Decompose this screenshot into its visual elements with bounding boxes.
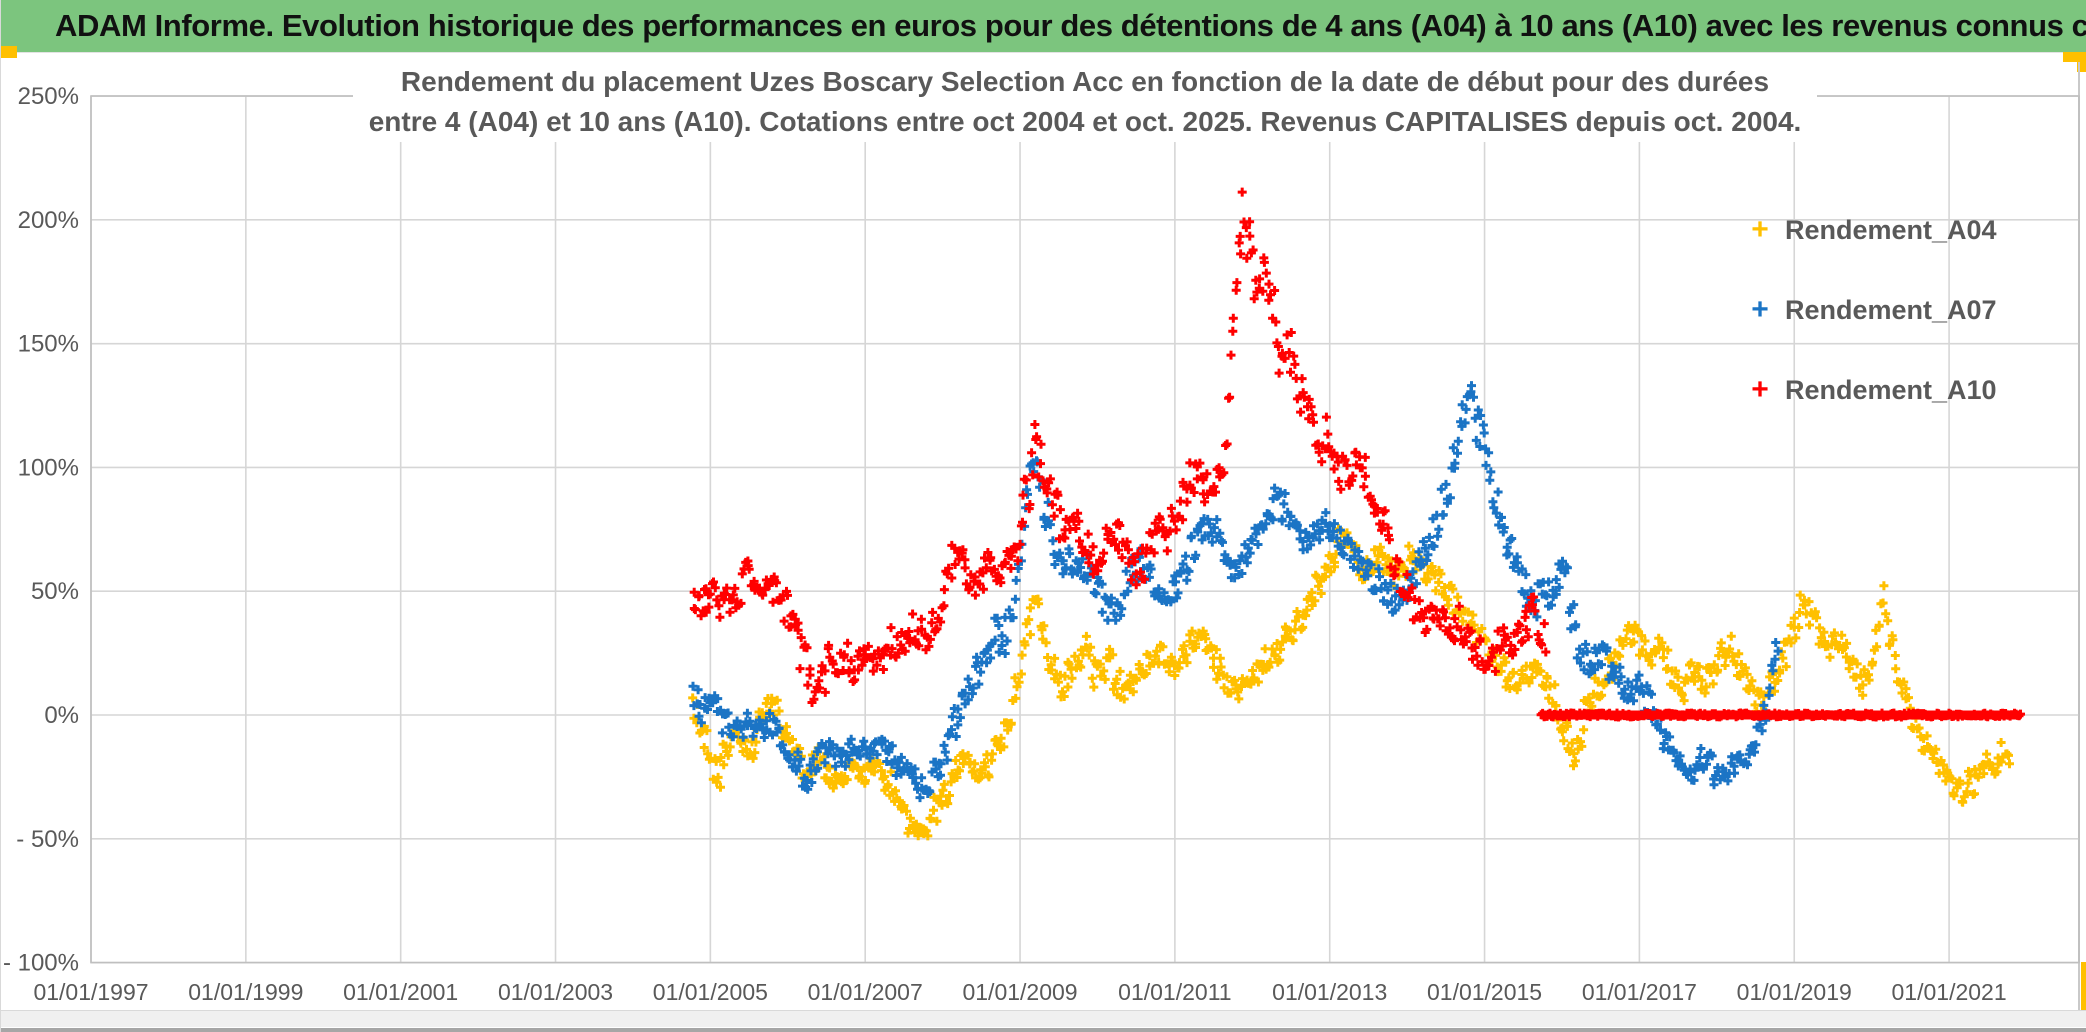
zero-line-markers <box>1536 708 2025 722</box>
x-axis-tick-label: 01/01/2007 <box>808 979 923 1005</box>
sheet-bottom-strip <box>1 1010 2086 1027</box>
x-axis-tick-label: 01/01/1999 <box>188 979 303 1005</box>
header-title: ADAM Informe. Evolution historique des p… <box>55 8 2086 43</box>
x-axis-tick-label: 01/01/2017 <box>1582 979 1697 1005</box>
scatter-series-Rendement_A10[interactable] <box>689 187 1551 707</box>
x-axis-tick-label: 01/01/2015 <box>1427 979 1542 1005</box>
x-axis-tick-label: 01/01/2001 <box>343 979 458 1005</box>
x-axis-tick-label: 01/01/2013 <box>1272 979 1387 1005</box>
y-axis-tick-label: 200% <box>18 207 79 234</box>
accent-corner-bottom-right <box>2081 962 2086 1024</box>
scatter-series-Rendement_A07[interactable] <box>688 381 1783 803</box>
legend-label: Rendement_A10 <box>1785 374 1997 405</box>
y-axis-tick-label: 0% <box>44 702 79 729</box>
chart-title: Rendement du placement Uzes Boscary Sele… <box>91 62 2079 142</box>
x-axis-tick-label: 01/01/2021 <box>1892 979 2007 1005</box>
y-axis-tick-label: - 50% <box>16 826 79 853</box>
plus-marker-icon: + <box>1751 373 1769 406</box>
x-axis-tick-label: 01/01/2003 <box>498 979 613 1005</box>
legend-label: Rendement_A04 <box>1785 214 1997 245</box>
accent-corner-top-right <box>2063 52 2086 62</box>
legend-item-a07[interactable]: + Rendement_A07 <box>1745 270 2075 350</box>
y-axis-tick-label: 250% <box>18 83 79 110</box>
y-axis-tick-label: 50% <box>31 578 79 605</box>
x-axis-tick-label: 01/01/1997 <box>33 979 148 1005</box>
legend-label: Rendement_A07 <box>1785 294 1997 325</box>
scatter-series-Rendement_A04[interactable] <box>688 524 2014 841</box>
y-axis-tick-label: 150% <box>18 331 79 358</box>
chart-title-line-2: entre 4 (A04) et 10 ans (A10). Cotations… <box>368 106 1802 137</box>
x-axis-tick-label: 01/01/2005 <box>653 979 768 1005</box>
legend-item-a10[interactable]: + Rendement_A10 <box>1745 350 2075 430</box>
header-banner: ADAM Informe. Evolution historique des p… <box>1 0 2086 53</box>
window-bottom-bar[interactable] <box>1 1028 2086 1032</box>
y-axis-tick-label: - 100% <box>3 950 79 977</box>
x-axis-tick-label: 01/01/2011 <box>1118 979 1231 1005</box>
x-axis-tick-label: 01/01/2009 <box>962 979 1077 1005</box>
plus-marker-icon: + <box>1751 293 1769 326</box>
legend-item-a04[interactable]: + Rendement_A04 <box>1745 190 2075 270</box>
plus-marker-icon: + <box>1751 213 1769 246</box>
y-axis-tick-label: 100% <box>18 454 79 481</box>
chart-legend: + Rendement_A04 + Rendement_A07 + Rendem… <box>1745 190 2075 430</box>
accent-corner-top-right-2 <box>2077 52 2086 72</box>
x-axis-tick-label: 01/01/2019 <box>1737 979 1852 1005</box>
accent-corner-bottom-left <box>1 46 17 58</box>
chart-title-line-1: Rendement du placement Uzes Boscary Sele… <box>400 66 1770 97</box>
